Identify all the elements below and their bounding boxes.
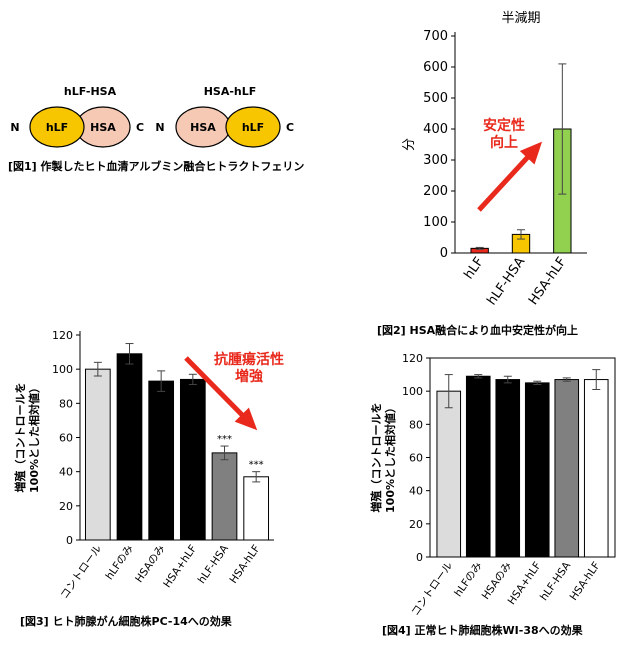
y-axis-label-line: 増殖（コントロールを [13,383,27,493]
bar [148,380,175,541]
category-label: コントロール [58,543,104,601]
bar [465,375,491,558]
n-terminus-label: N [10,121,19,134]
y-tick-label: 100 [423,215,448,230]
bar [495,379,521,558]
y-tick-label: 100 [52,363,73,376]
category-label: hLF-HSA [196,542,232,586]
bar [116,353,143,541]
y-tick-label: 0 [416,551,423,564]
construct-hsa-hlf: HSA-hLF N HSA hLF C [155,85,294,148]
construct-title: HSA-hLF [204,85,257,98]
bar [524,382,550,558]
fig1-diagram: hLF-HSA N hLF HSA C HSA-hLF N HSA hLF C [10,85,294,148]
n-terminus-label: N [155,121,164,134]
y-tick-label: 600 [423,60,448,75]
y-tick-label: 40 [59,466,73,479]
y-axis-label-line: 100%とした相対値） [383,402,397,513]
domain-ellipse [225,106,281,148]
domain-label: hLF [242,121,264,134]
category-label: hLF [461,255,486,282]
y-tick-label: 100 [402,385,423,398]
y-tick-label: 0 [440,246,448,261]
annotation-text: 安定性 [483,117,525,134]
category-label: hLFのみ [103,543,136,582]
bar [583,379,609,558]
y-tick-label: 300 [423,153,448,168]
y-tick-label: 20 [409,518,423,531]
y-tick-label: 20 [59,500,73,513]
category-label: HSAのみ [133,543,167,585]
fig3: 0 20 40 60 80 100 120 コントロール hLFのみ HSAのみ HSA+hLF **… [0,320,320,651]
y-axis-label-line: 100%とした相対値） [27,382,41,493]
domain-label: HSA [90,121,116,134]
y-axis-label: 分 [402,138,417,151]
fig4: 0 20 40 60 80 100 120 コントロール hLFのみ HSAのみ HSA+hLF hL… [330,345,635,651]
fig1-caption: [図1] 作製したヒト血清アルブミン融合ヒトラクトフェリン [8,160,305,173]
significance-label: *** [249,460,264,471]
bar [84,368,111,541]
y-axis-label: 増殖（コントロールを 100%とした相対値） [369,402,397,513]
fig3-caption: [図3] ヒト肺腺がん細胞株PC-14への効果 [20,615,232,628]
c-terminus-label: C [136,121,144,134]
category-label: HSA-hLF [568,560,603,603]
y-tick-label: 80 [59,397,73,410]
y-tick-label: 60 [59,432,73,445]
annotation-text: 向上 [490,134,518,151]
bar [243,476,270,541]
domain-label: HSA [190,121,216,134]
significance-label: *** [217,434,232,445]
fig1: hLF-HSA N hLF HSA C HSA-hLF N HSA hLF C … [0,0,330,190]
y-axis-label: 増殖（コントロールを 100%とした相対値） [13,382,41,493]
fig2: 0 100 200 300 400 500 600 700 hLF hLF-HSA HSA-hLF 分… [377,0,635,345]
domain-label: hLF [46,121,68,134]
y-tick-label: 120 [402,352,423,365]
y-axis-label-line: 増殖（コントロールを [369,403,383,513]
y-tick-label: 60 [409,452,423,465]
domain-ellipse [29,106,85,148]
y-tick-label: 40 [409,485,423,498]
fig4-caption: [図4] 正常ヒト肺細胞株WI-38への効果 [382,624,583,637]
category-label: HSA-hLF [526,255,570,308]
category-label: コントロール [409,560,455,618]
annotation-text: 抗腫瘍活性 [214,351,284,368]
y-tick-label: 400 [423,122,448,137]
bar [436,390,462,558]
y-tick-label: 80 [409,418,423,431]
construct-title: hLF-HSA [64,85,117,98]
chart-title: 半減期 [501,10,540,26]
category-label: HSA-hLF [228,543,263,586]
construct-hlf-hsa: hLF-HSA N hLF HSA C [10,85,144,148]
y-tick-label: 120 [52,329,73,342]
fig4-chart: 020406080100120コントロールhLFのみHSAのみHSA+hLFhL… [369,352,616,618]
bar [554,379,580,558]
bar [211,452,238,541]
y-tick-label: 0 [66,534,73,547]
bar [179,378,206,541]
trend-arrow-head [234,407,258,431]
y-tick-label: 500 [423,91,448,106]
y-axis-label-text: 分 [402,138,417,151]
fig2-caption: [図2] HSA融合により血中安定性が向上 [377,324,578,337]
trend-arrow-head [519,141,543,165]
annotation-text: 増強 [235,368,263,385]
category-label: hLF-HSA [485,255,529,309]
y-tick-label: 200 [423,184,448,199]
c-terminus-label: C [286,121,294,134]
y-tick-label: 700 [423,29,448,44]
